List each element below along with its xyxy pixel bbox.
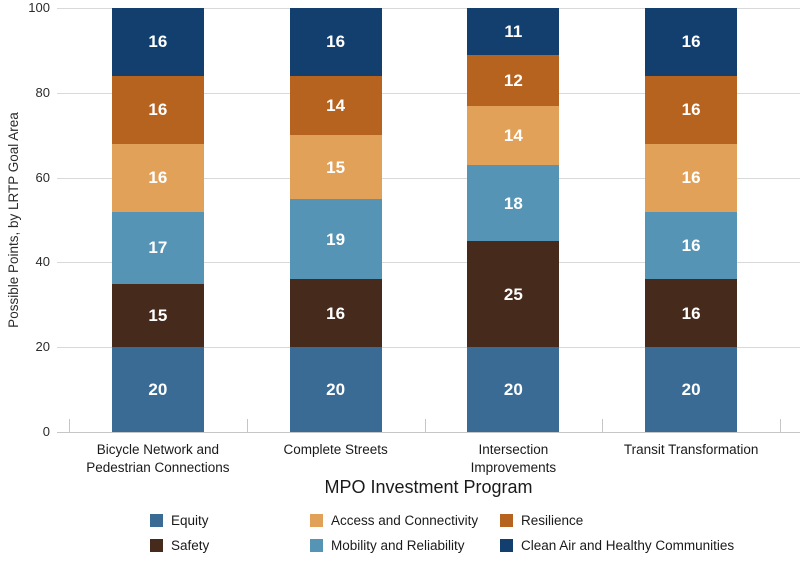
segment-access-and-connectivity: 15	[289, 135, 382, 199]
x-category-label-complete-streets: Complete Streets	[283, 442, 388, 457]
x-axis-tick	[424, 419, 426, 432]
x-axis-tick	[246, 419, 248, 432]
bar-transit-transformation: 20 16 16 16 16 16	[645, 8, 738, 432]
segment-equity: 20	[111, 347, 204, 432]
segment-clean-air-and-healthy-communities: 16	[111, 8, 204, 76]
legend-swatch-access-and-connectivity	[310, 514, 323, 527]
segment-value-label: 16	[681, 235, 701, 255]
x-category-label-transit-transformation: Transit Transformation	[623, 442, 759, 457]
segment-access-and-connectivity: 14	[467, 105, 560, 165]
segment-value-label: 14	[503, 125, 523, 145]
legend-swatch-safety	[150, 539, 163, 552]
x-category-label-bicycle-network-and-pedestrian-connections: Bicycle Network and Pedestrian Connectio…	[86, 442, 230, 475]
plot-area: 20 15 17 16 16 16 20 16 19 15 14 16 20 25 18 14 12 11 20 16…	[57, 8, 800, 433]
legend-item-safety: Safety	[150, 538, 310, 553]
segment-clean-air-and-healthy-communities: 11	[467, 8, 560, 55]
segment-value-label: 25	[503, 284, 523, 304]
y-axis-title: Possible Points, by LRTP Goal Area	[6, 112, 21, 328]
bar-complete-streets: 20 16 19 15 14 16	[289, 8, 382, 432]
segment-value-label: 15	[148, 305, 168, 325]
segment-value-label: 20	[503, 380, 523, 400]
segment-value-label: 15	[326, 157, 346, 177]
gridline-y-20	[57, 347, 800, 349]
segment-value-label: 16	[326, 303, 346, 323]
segment-value-label: 16	[148, 32, 168, 52]
segment-mobility-and-reliability: 17	[111, 211, 204, 284]
segment-mobility-and-reliability: 19	[289, 198, 382, 280]
segment-value-label: 14	[326, 96, 346, 116]
segment-safety: 16	[645, 279, 738, 348]
segment-resilience: 14	[289, 75, 382, 136]
segment-value-label: 17	[148, 238, 168, 258]
segment-clean-air-and-healthy-communities: 16	[645, 8, 738, 76]
segment-value-label: 16	[148, 100, 168, 120]
segment-equity: 20	[289, 347, 382, 432]
segment-value-label: 16	[681, 303, 701, 323]
segment-access-and-connectivity: 16	[645, 143, 738, 212]
legend-label: Access and Connectivity	[331, 513, 479, 528]
x-axis-tick	[602, 419, 604, 432]
y-tick-label-0: 0	[42, 424, 50, 439]
segment-value-label: 20	[681, 380, 701, 400]
segment-safety: 25	[467, 241, 560, 348]
y-tick-label-80: 80	[35, 84, 50, 100]
segment-value-label: 16	[681, 32, 701, 52]
x-axis-tick	[780, 419, 781, 432]
segment-clean-air-and-healthy-communities: 16	[289, 8, 382, 76]
segment-safety: 15	[111, 283, 204, 348]
legend-label: Mobility and Reliability	[331, 538, 465, 553]
x-category-label-intersection-improvements: Intersection Improvements	[470, 442, 557, 475]
x-axis-title: MPO Investment Program	[324, 477, 533, 497]
segment-value-label: 11	[504, 21, 523, 41]
segment-safety: 16	[289, 279, 382, 348]
y-tick-label-20: 20	[35, 339, 50, 355]
legend: Equity Access and Connectivity Resilience S…	[150, 513, 734, 553]
legend-label: Equity	[171, 513, 209, 528]
y-tick-label-100: 100	[28, 0, 50, 15]
segment-value-label: 16	[326, 32, 346, 52]
segment-resilience: 12	[467, 54, 560, 106]
legend-swatch-equity	[150, 514, 163, 527]
segment-resilience: 16	[645, 75, 738, 144]
segment-access-and-connectivity: 16	[111, 143, 204, 212]
segment-equity: 20	[645, 347, 738, 432]
gridline-y-100	[57, 8, 800, 9]
segment-value-label: 16	[681, 168, 701, 188]
segment-value-label: 16	[681, 100, 701, 120]
legend-label: Resilience	[521, 513, 584, 528]
legend-swatch-clean-air-and-healthy-communities	[500, 539, 513, 552]
legend-item-clean-air-and-healthy-communities: Clean Air and Healthy Communities	[500, 538, 734, 553]
segment-mobility-and-reliability: 16	[645, 211, 738, 280]
gridline-y-40	[57, 262, 800, 264]
gridline-y-60	[57, 177, 800, 179]
segment-value-label: 20	[148, 380, 168, 400]
legend-item-access-and-connectivity: Access and Connectivity	[310, 513, 500, 528]
legend-item-equity: Equity	[150, 513, 310, 528]
legend-item-mobility-and-reliability: Mobility and Reliability	[310, 538, 500, 553]
legend-swatch-mobility-and-reliability	[310, 539, 323, 552]
gridline-y-80	[57, 92, 800, 94]
bar-intersection-improvements: 20 25 18 14 12 11	[467, 8, 560, 432]
segment-mobility-and-reliability: 18	[467, 164, 560, 242]
y-tick-label-40: 40	[35, 254, 50, 270]
legend-label: Safety	[171, 538, 210, 553]
segment-equity: 20	[467, 347, 560, 432]
segment-resilience: 16	[111, 75, 204, 144]
legend-swatch-resilience	[500, 514, 513, 527]
segment-value-label: 19	[326, 229, 346, 249]
y-tick-label-60: 60	[35, 169, 50, 185]
segment-value-label: 20	[326, 380, 346, 400]
x-axis-tick	[69, 419, 70, 432]
segment-value-label: 16	[148, 168, 168, 188]
legend-item-resilience: Resilience	[500, 513, 734, 528]
segment-value-label: 12	[503, 70, 523, 90]
bar-bicycle-network-and-pedestrian-connections: 20 15 17 16 16 16	[111, 8, 204, 432]
legend-label: Clean Air and Healthy Communities	[521, 538, 735, 553]
segment-value-label: 18	[503, 193, 523, 213]
